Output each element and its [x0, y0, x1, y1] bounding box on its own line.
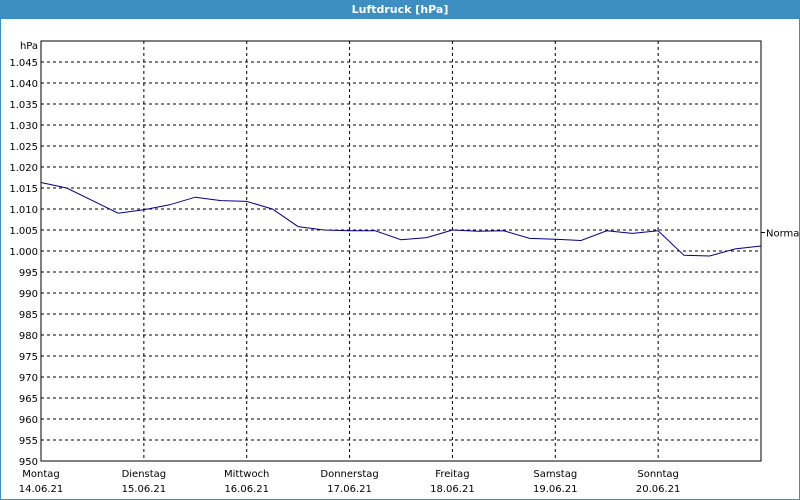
- x-tick-date-label: 17.06.21: [327, 484, 372, 495]
- y-tick-label: 1.000: [9, 247, 38, 258]
- y-tick-label: 990: [19, 289, 38, 300]
- plot-border: [40, 40, 762, 462]
- x-tick-date-label: 19.06.21: [533, 484, 578, 495]
- chart-title: Luftdruck [hPa]: [1, 1, 799, 19]
- x-tick-day-label: Dienstag: [122, 469, 167, 480]
- x-tick-day-label: Samstag: [533, 469, 577, 480]
- y-tick-label: 1.015: [9, 184, 38, 195]
- y-tick-label: 1.025: [9, 142, 38, 153]
- x-tick-day-label: Donnerstag: [320, 469, 378, 480]
- x-tick-date-label: 16.06.21: [224, 484, 269, 495]
- y-tick-label: 1.040: [9, 79, 38, 90]
- y-tick-label: 1.010: [9, 205, 38, 216]
- series-line: [40, 182, 762, 257]
- y-tick-label: 1.030: [9, 121, 38, 132]
- normal-label: Normal: [766, 229, 799, 240]
- y-tick-label: 965: [19, 394, 38, 405]
- y-tick-label: 970: [19, 373, 38, 384]
- x-tick-date-label: 18.06.21: [430, 484, 475, 495]
- y-axis-label: hPa: [20, 41, 38, 52]
- y-tick-label: 975: [19, 352, 38, 363]
- y-tick-label: 960: [19, 415, 38, 426]
- x-tick-day-label: Sonntag: [637, 469, 679, 480]
- y-tick-label: 985: [19, 310, 38, 321]
- x-tick-day-label: Freitag: [435, 469, 469, 480]
- x-tick-day-label: Montag: [22, 469, 59, 480]
- y-tick-label: 980: [19, 331, 38, 342]
- x-tick-day-label: Mittwoch: [224, 469, 269, 480]
- y-tick-label: 1.035: [9, 100, 38, 111]
- y-tick-label: 955: [19, 436, 38, 447]
- y-tick-label: 1.045: [9, 58, 38, 69]
- y-tick-label: 950: [19, 457, 38, 468]
- y-tick-label: 1.005: [9, 226, 38, 237]
- x-tick-date-label: 20.06.21: [636, 484, 681, 495]
- x-tick-date-label: 14.06.21: [19, 484, 64, 495]
- y-tick-label: 995: [19, 268, 38, 279]
- y-tick-label: 1.020: [9, 163, 38, 174]
- x-tick-date-label: 15.06.21: [122, 484, 167, 495]
